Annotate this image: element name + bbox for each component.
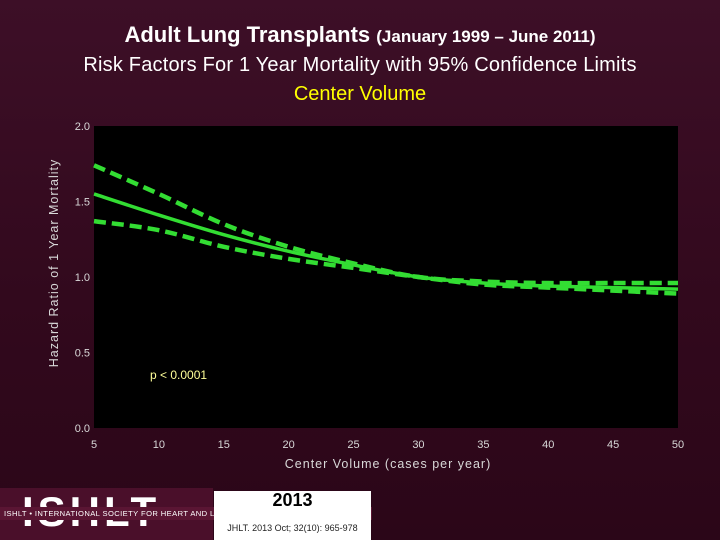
x-tick-label: 30: [412, 439, 424, 451]
risk-factor-category: Center Volume: [293, 83, 427, 105]
x-tick-label: 50: [672, 439, 684, 451]
y-tick-label: 0.0: [75, 423, 90, 435]
x-tick-label: 45: [607, 439, 619, 451]
x-tick-label: 35: [477, 439, 489, 451]
series-layer: [93, 163, 679, 296]
title-dates: (January 1999 – June 2011): [376, 27, 596, 46]
x-tick-label: 20: [283, 439, 295, 451]
citation-box: [214, 491, 371, 540]
x-tick-label: 5: [91, 439, 97, 451]
citation-reference: JHLT. 2013 Oct; 32(10): 965-978: [227, 523, 358, 533]
y-axis-ticks: 0.0 0.5 1.0 1.5 2.0: [75, 121, 90, 435]
citation-year: 2013: [272, 490, 313, 510]
x-axis-title: Center Volume (cases per year): [285, 457, 491, 471]
x-tick-label: 25: [347, 439, 359, 451]
title-text: Adult Lung Transplants: [124, 22, 371, 47]
x-tick-label: 10: [153, 439, 165, 451]
x-axis-ticks: 5 10 15 20 25 30 35 40 45 50: [91, 439, 684, 451]
slide-subtitle: Risk Factors For 1 Year Mortality with 9…: [83, 54, 637, 76]
y-tick-label: 2.0: [75, 121, 90, 133]
plot-area: [94, 126, 678, 428]
series-line-lower-limit: [93, 218, 679, 296]
y-tick-label: 1.5: [75, 197, 90, 209]
y-tick-label: 1.0: [75, 272, 90, 284]
x-tick-label: 15: [218, 439, 230, 451]
slide-title: Adult Lung Transplants (January 1999 – J…: [0, 22, 720, 48]
y-tick-label: 0.5: [75, 348, 90, 360]
x-tick-label: 40: [542, 439, 554, 451]
p-value-annotation: p < 0.0001: [150, 368, 207, 382]
society-tagline: ISHLT • INTERNATIONAL SOCIETY FOR HEART …: [4, 509, 314, 518]
y-axis-title: Hazard Ratio of 1 Year Mortality: [47, 159, 61, 367]
